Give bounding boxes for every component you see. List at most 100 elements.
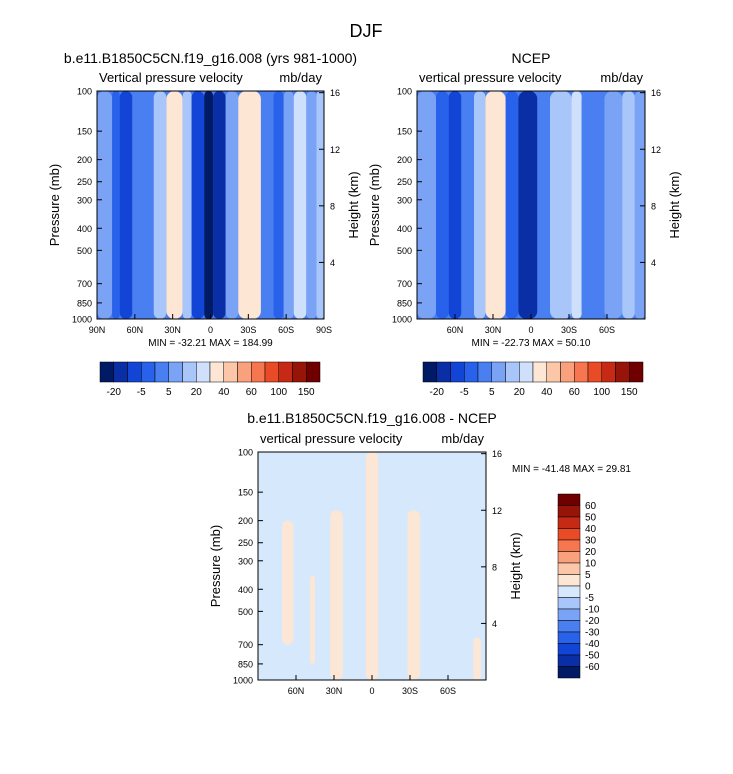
y2-tick-label: 12 (651, 145, 661, 155)
units-label: mb/day (279, 70, 322, 85)
colorbar-label: -20 (585, 616, 600, 627)
y2-tick-label: 8 (330, 201, 335, 211)
colorbar-label: 30 (585, 536, 597, 547)
contour-band (473, 637, 481, 680)
contour-band (634, 91, 645, 319)
x-tick-label: 30S (561, 325, 577, 335)
colorbar-swatch (557, 574, 581, 587)
colorbar-swatch (557, 643, 581, 656)
colorbar-swatch (168, 361, 183, 383)
y2-axis-label: Height (km) (346, 171, 361, 238)
colorbar-swatch (601, 361, 616, 383)
colorbar-label: 5 (489, 387, 495, 398)
colorbar-swatch (587, 361, 602, 383)
colorbar-swatch (264, 361, 279, 383)
y-tick-label: 700 (397, 279, 412, 289)
y-tick-label: 250 (397, 177, 412, 187)
y-tick-label: 700 (77, 279, 92, 289)
y-tick-label: 850 (77, 298, 92, 308)
x-tick-label: 60N (447, 325, 464, 335)
colorbar-swatch (557, 528, 581, 541)
y2-tick-label: 12 (492, 506, 502, 516)
colorbar-label: -20 (107, 387, 122, 398)
y2-tick-label: 4 (651, 258, 656, 268)
y-tick-label: 400 (397, 224, 412, 234)
colorbar-swatch (557, 551, 581, 564)
x-tick-label: 30S (402, 686, 418, 696)
colorbar-swatch (113, 361, 128, 383)
chart-diff: b.e11.B1850C5CN.f19_g16.008 - NCEP vertic… (208, 410, 631, 696)
y2-tick-label: 8 (651, 201, 656, 211)
colorbar-swatch (505, 361, 520, 383)
contour-band (581, 91, 605, 319)
colorbar-label: -30 (585, 628, 600, 639)
colorbar-swatch (422, 361, 437, 383)
contour-band (330, 510, 343, 680)
x-tick-label: 30N (485, 325, 502, 335)
x-tick-label: 90S (316, 325, 332, 335)
y-axis-label: Pressure (mb) (208, 525, 223, 607)
colorbar-label: 150 (621, 387, 638, 398)
colorbar-swatch (209, 361, 224, 383)
y-tick-label: 300 (238, 556, 253, 566)
x-tick-label: 30S (240, 325, 256, 335)
y2-tick-label: 4 (330, 258, 335, 268)
colorbar-label: 40 (541, 387, 553, 398)
y-tick-label: 200 (397, 155, 412, 165)
colorbar-swatch (557, 666, 581, 679)
colorbar-swatch (557, 608, 581, 621)
colorbar-label: -5 (585, 593, 594, 604)
y2-tick-label: 16 (330, 88, 340, 98)
colorbar-swatch (464, 361, 479, 383)
colorbar-swatch (292, 361, 307, 383)
y2-axis-label: Height (km) (667, 171, 682, 238)
y-axis-label: Pressure (mb) (367, 164, 382, 246)
colorbar-swatch (99, 361, 114, 383)
y-tick-label: 250 (238, 538, 253, 548)
colorbar-label: -5 (137, 387, 146, 398)
colorbar-swatch (436, 361, 451, 383)
colorbar-swatch (557, 597, 581, 610)
y-tick-label: 100 (397, 87, 412, 97)
contour-band (316, 91, 324, 319)
chart-title: NCEP (512, 50, 551, 66)
chart-model: b.e11.B1850C5CN.f19_g16.008 (yrs 981-100… (47, 50, 361, 398)
contour-band (225, 91, 239, 319)
y-tick-label: 500 (77, 246, 92, 256)
contour-band (550, 91, 572, 319)
colorbar-swatch (629, 361, 644, 383)
contour-band (505, 91, 519, 319)
colorbar-swatch (615, 361, 630, 383)
contour-band (407, 510, 421, 680)
colorbar-swatch (557, 493, 581, 506)
x-tick-label: 30N (164, 325, 181, 335)
x-tick-label: 60N (288, 686, 305, 696)
colorbar-label: -60 (585, 662, 600, 673)
contour-band (238, 91, 261, 319)
x-tick-label: 60S (599, 325, 615, 335)
contour-band (282, 520, 294, 645)
x-tick-label: 90N (89, 325, 106, 335)
colorbar-swatch (574, 361, 589, 383)
colorbar-swatch (557, 562, 581, 575)
contour-band (622, 91, 635, 319)
y-tick-label: 1000 (392, 315, 412, 325)
colorbar-label: 20 (514, 387, 526, 398)
x-tick-label: 0 (369, 686, 374, 696)
contour-band (306, 91, 317, 319)
contour-band (132, 91, 154, 319)
contour-band (260, 91, 274, 319)
y2-tick-label: 8 (492, 562, 497, 572)
y2-axis-label: Height (km) (508, 532, 523, 599)
x-tick-label: 60S (278, 325, 294, 335)
units-label: mb/day (441, 431, 484, 446)
colorbar-swatch (237, 361, 252, 383)
chart-ncep: NCEP vertical pressure velocity mb/day 100 1… (367, 50, 682, 398)
contour-band (571, 91, 582, 319)
colorbar-swatch (546, 361, 561, 383)
colorbar-label: -5 (460, 387, 469, 398)
colorbar-swatch (532, 361, 547, 383)
x-tick-label: 0 (528, 325, 533, 335)
contour-band (461, 91, 474, 319)
